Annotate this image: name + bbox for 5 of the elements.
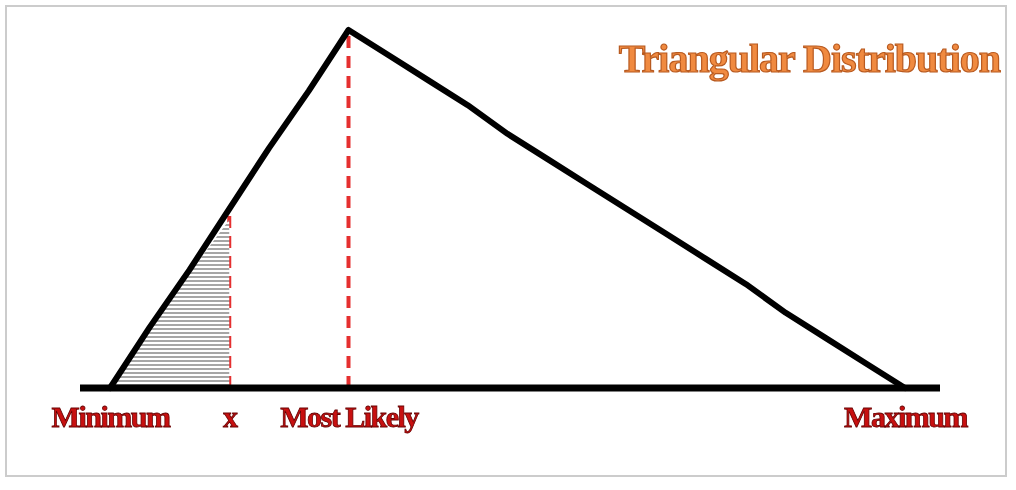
chart-title: Triangular Distribution (618, 36, 1001, 81)
x-tick-label: x (223, 400, 238, 434)
x-tick-label: Most Likely (280, 400, 420, 434)
x-tick-label: Maximum (844, 400, 969, 434)
x-tick-label: Minimum (51, 400, 171, 434)
